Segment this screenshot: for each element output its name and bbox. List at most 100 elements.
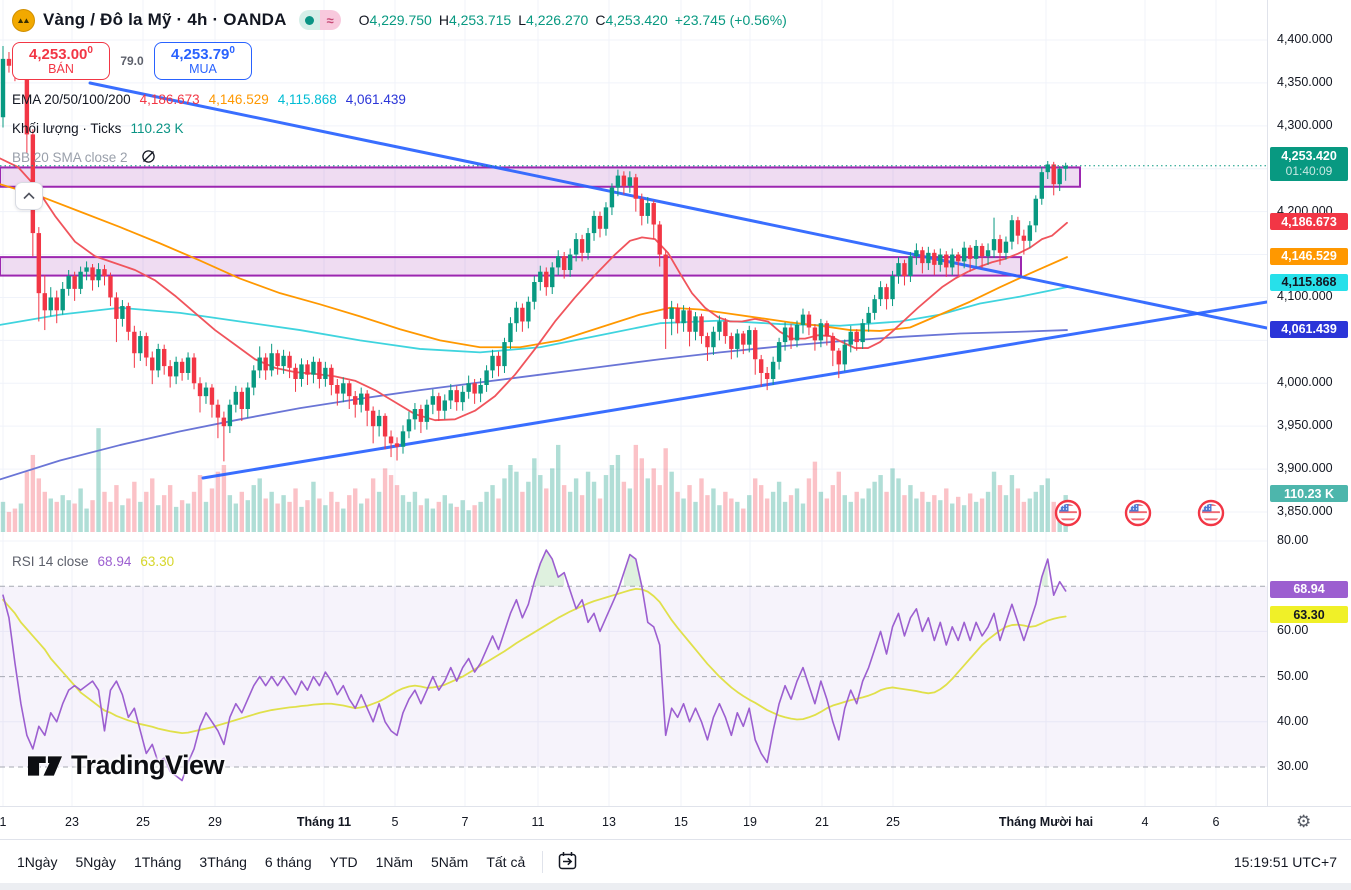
- axis-badge: 4,146.529: [1270, 247, 1348, 265]
- price-chart-canvas[interactable]: [0, 0, 1267, 806]
- price-tick: 30.00: [1277, 759, 1309, 773]
- economic-event-flags[interactable]: [1054, 499, 1225, 527]
- range-button-5ngày[interactable]: 5Ngày: [66, 848, 124, 876]
- time-tick: 4: [1141, 815, 1149, 829]
- time-tick: 1: [0, 815, 7, 829]
- ema-value: 4,061.439: [345, 92, 406, 107]
- time-tick: 25: [886, 815, 900, 829]
- time-tick: Tháng 11: [296, 815, 352, 829]
- ohlc-pair: H4,253.715: [438, 12, 512, 28]
- price-tick: 4,350.000: [1277, 74, 1333, 89]
- time-tick: 7: [461, 815, 469, 829]
- sell-label: BÁN: [48, 61, 74, 76]
- collapse-legend-button[interactable]: [15, 182, 43, 210]
- ema-indicator-row[interactable]: EMA 20/50/100/200 4,186.673 4,146.529 4,11…: [12, 90, 787, 109]
- rsi-value: 68.94: [97, 554, 132, 569]
- rsi-label: RSI 14 close: [12, 554, 89, 569]
- range-button-6-tháng[interactable]: 6 tháng: [256, 848, 321, 876]
- tradingview-logo-text: TradingView: [71, 750, 225, 780]
- clock-utc[interactable]: 15:19:51 UTC+7: [1233, 854, 1337, 870]
- price-tick: 3,850.000: [1277, 504, 1333, 518]
- axis-badge: 4,061.439: [1270, 320, 1348, 338]
- price-tick: 4,400.000: [1277, 32, 1333, 46]
- ema200-line: [0, 329, 1068, 481]
- volume-label: Khối lượng · Ticks: [12, 121, 122, 136]
- time-tick: 29: [208, 815, 222, 829]
- volume-indicator-row[interactable]: Khối lượng · Ticks 110.23 K: [12, 119, 787, 138]
- price-tick: 4,300.000: [1277, 117, 1333, 132]
- axis-badge: 4,186.673: [1270, 213, 1348, 231]
- rsi-plot: [534, 550, 1048, 587]
- time-tick: 25: [136, 815, 150, 829]
- eye-hidden-icon[interactable]: [141, 149, 156, 167]
- axis-badge: 63.30: [1270, 606, 1348, 624]
- change-value: +23.745 (+0.56%): [674, 12, 787, 28]
- ema-value: 4,186.673: [139, 92, 200, 107]
- bb-label: BB 20 SMA close 2: [12, 150, 128, 165]
- range-button-5năm[interactable]: 5Năm: [422, 848, 477, 876]
- rsi-line: [2, 549, 1067, 782]
- buy-label: MUA: [189, 61, 217, 76]
- spread-value: 79.0: [120, 54, 144, 68]
- time-tick: 11: [531, 815, 545, 829]
- trendlines: [88, 81, 1267, 480]
- ohlc-pair: C4,253.420: [595, 12, 668, 28]
- price-tick: 50.00: [1277, 668, 1309, 683]
- axis-badge: 110.23 K: [1270, 485, 1348, 502]
- market-open-icon: [298, 10, 320, 30]
- chart-pane[interactable]: Vàng / Đô la Mỹ · 4h · OANDA ≈ O4,229.75…: [0, 0, 1267, 806]
- volume-bars: [0, 428, 1068, 532]
- ema-value: 4,146.529: [208, 92, 269, 107]
- ema20-line: [0, 157, 1068, 422]
- go-to-date-button[interactable]: [551, 848, 584, 876]
- price-axis[interactable]: 4,400.000 4,350.000 4,300.000 4,200.000 4,10…: [1267, 0, 1351, 806]
- time-tick: Tháng Mười hai: [998, 815, 1094, 829]
- toolbar-divider: [542, 851, 544, 873]
- price-tick: 4,100.000: [1277, 289, 1333, 304]
- rsi-values: 68.94 63.30: [98, 554, 184, 569]
- price-tick: 40.00: [1277, 713, 1309, 728]
- ohlc-values: O4,229.750 H4,253.715 L4,226.270 C4,253.420…: [359, 12, 787, 28]
- price-tick: 60.00: [1277, 623, 1309, 638]
- rsi-ma-line: [2, 588, 1067, 734]
- range-button-3tháng[interactable]: 3Tháng: [190, 848, 255, 876]
- time-tick: 13: [602, 815, 616, 829]
- axis-badge: 4,253.420 01:40:09: [1270, 146, 1348, 182]
- bottom-toolbar: 1Ngày 5Ngày 1Tháng 3Tháng 6 tháng YTD 1Năm 5Năm…: [0, 839, 1351, 884]
- range-button-1năm[interactable]: 1Năm: [367, 848, 422, 876]
- range-button-ytd[interactable]: YTD: [321, 848, 367, 876]
- time-tick: 15: [674, 815, 688, 829]
- sell-button[interactable]: 4,253.000 BÁN: [12, 42, 110, 80]
- axis-settings-gear-icon[interactable]: ⚙: [1290, 811, 1317, 833]
- grid-lines: [0, 0, 1267, 806]
- time-tick: 23: [65, 815, 79, 829]
- rsi-indicator-row[interactable]: RSI 14 close 68.94 63.30: [12, 552, 183, 571]
- candles: [0, 46, 1068, 462]
- price-tick: 3,950.000: [1277, 418, 1333, 433]
- price-tick: 4,000.000: [1277, 375, 1333, 390]
- ema-label: EMA 20/50/100/200: [12, 92, 131, 107]
- symbol-title[interactable]: Vàng / Đô la Mỹ · 4h · OANDA: [43, 10, 287, 29]
- ohlc-pair: L4,226.270: [518, 12, 589, 28]
- delayed-data-icon: ≈: [319, 10, 341, 30]
- price-tick: 80.00: [1277, 533, 1309, 547]
- market-status[interactable]: ≈: [298, 10, 341, 30]
- price-tick: 3,900.000: [1277, 461, 1333, 476]
- ema-values: 4,186.673 4,146.529 4,115.868 4,061.439: [140, 92, 415, 107]
- ema50-line: [0, 183, 1068, 349]
- time-axis[interactable]: ⚙ 1 23 25 29 Tháng 11 5 7 11 13 15 19 21 25 Tháng Mườ…: [0, 806, 1351, 840]
- buy-button[interactable]: 4,253.790 MUA: [154, 42, 252, 80]
- window-bottom-strip: [0, 883, 1351, 890]
- tradingview-logo[interactable]: TradingView: [28, 750, 225, 781]
- bb-indicator-row[interactable]: BB 20 SMA close 2: [12, 148, 787, 167]
- range-button-tất-cả[interactable]: Tất cả: [477, 848, 534, 876]
- tradingview-logo-icon: [28, 755, 62, 776]
- gold-coin-icon: [12, 8, 35, 32]
- axis-badge: 68.94: [1270, 580, 1348, 598]
- range-button-1tháng[interactable]: 1Tháng: [125, 848, 190, 876]
- time-tick: 5: [391, 815, 399, 829]
- chart-legend: Vàng / Đô la Mỹ · 4h · OANDA ≈ O4,229.75…: [12, 6, 787, 167]
- range-button-1ngày[interactable]: 1Ngày: [8, 848, 66, 876]
- rsi-value: 63.30: [140, 554, 175, 569]
